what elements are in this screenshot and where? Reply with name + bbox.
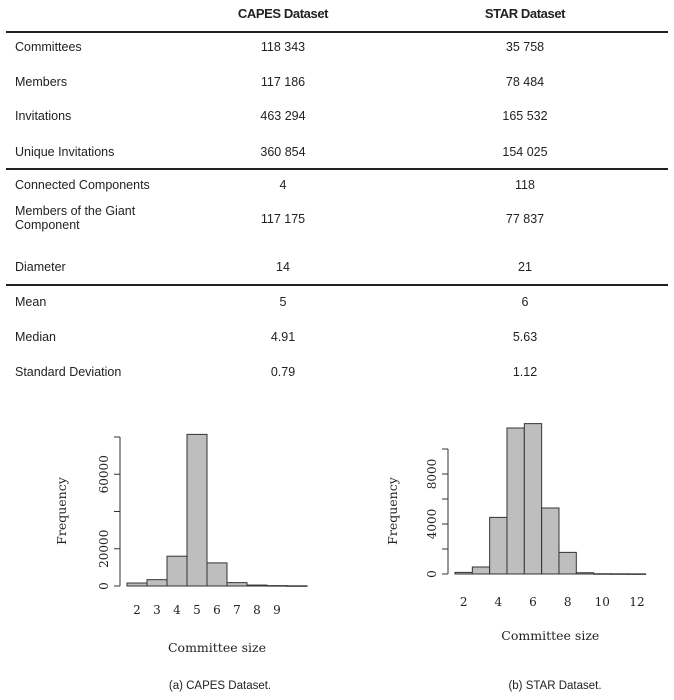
star-value: 154 025 [502, 145, 548, 159]
histogram-bar [226, 582, 248, 587]
histogram-bar [610, 573, 629, 575]
row-label: Members [15, 75, 68, 89]
x-tick-label: 2 [133, 603, 141, 617]
histogram-bar [266, 585, 288, 587]
star-value: 77 837 [505, 212, 545, 226]
capes-value: 117 175 [260, 212, 306, 226]
x-tick-label: 6 [529, 595, 537, 609]
header-capes: CAPES Dataset [237, 6, 329, 21]
x-axis-label: Committee size [168, 640, 266, 655]
row-label: Mean [15, 295, 47, 309]
table-rule [6, 31, 668, 33]
y-axis-label: Frequency [385, 476, 400, 545]
x-axis-label: Committee size [501, 628, 599, 643]
row-label: Invitations [15, 109, 72, 123]
table-rule [6, 284, 668, 286]
y-tick-label: 0 [425, 570, 439, 578]
x-tick-label: 4 [173, 603, 181, 617]
y-tick-label: 8000 [425, 459, 439, 490]
x-tick-label: 7 [233, 603, 241, 617]
row-label: Connected Components [15, 178, 150, 192]
capes-value: 463 294 [260, 109, 306, 123]
histogram-bar [593, 573, 612, 575]
histogram-bar [575, 572, 595, 575]
capes-value: 4.91 [270, 330, 296, 344]
y-tick-label: 4000 [425, 509, 439, 540]
star-value: 78 484 [505, 75, 545, 89]
x-tick-label: 8 [564, 595, 572, 609]
x-tick-label: 4 [495, 595, 503, 609]
capes-value: 4 [279, 178, 287, 192]
y-tick-label: 0 [97, 582, 111, 590]
histogram-bar [523, 423, 543, 575]
histogram-bar [206, 562, 228, 587]
star-value: 5.63 [512, 330, 538, 344]
y-axis-label: Frequency [54, 476, 69, 545]
star-value: 118 [515, 178, 535, 192]
star-value: 1.12 [512, 365, 538, 379]
histogram-bar [166, 555, 188, 587]
star-value: 165 532 [502, 109, 548, 123]
capes-value: 5 [279, 295, 287, 309]
table-rule [6, 168, 668, 170]
x-tick-label: 10 [595, 595, 610, 609]
row-label: Diameter [15, 260, 66, 274]
x-tick-label: 2 [460, 595, 468, 609]
capes-value: 118 343 [260, 40, 306, 54]
header-star: STAR Dataset [484, 6, 566, 21]
x-tick-label: 3 [153, 603, 161, 617]
histogram-bar [126, 582, 148, 587]
y-tick-label: 20000 [97, 530, 111, 568]
capes-value: 0.79 [270, 365, 296, 379]
row-label: Members of the Giant Component [15, 204, 136, 232]
histogram-bar [146, 579, 168, 587]
star-value: 21 [518, 260, 532, 274]
histogram-bar [489, 516, 508, 575]
histogram-bar [541, 507, 560, 575]
x-tick-label: 5 [193, 603, 201, 617]
x-tick-label: 12 [629, 595, 644, 609]
x-tick-label: 9 [273, 603, 281, 617]
capes-value: 360 854 [260, 145, 306, 159]
x-tick-label: 8 [253, 603, 261, 617]
star-value: 6 [521, 295, 529, 309]
histogram-bar [471, 566, 491, 575]
histogram-bar [454, 571, 473, 575]
histogram-bar [627, 573, 647, 575]
row-label: Standard Deviation [15, 365, 122, 379]
caption-a: (a) CAPES Dataset. [168, 680, 272, 692]
y-tick-label: 60000 [97, 455, 111, 493]
histogram-bar [246, 584, 268, 587]
capes-value: 117 186 [260, 75, 306, 89]
capes-value: 14 [276, 260, 290, 274]
star-value: 35 758 [505, 40, 545, 54]
x-tick-label: 6 [213, 603, 221, 617]
histogram-bar [506, 427, 525, 575]
histogram-bar [558, 551, 577, 575]
row-label: Median [15, 330, 56, 344]
histogram-bar [186, 433, 208, 587]
row-label: Unique Invitations [15, 145, 115, 159]
row-label: Committees [15, 40, 82, 54]
histogram-bar [286, 585, 308, 587]
caption-b: (b) STAR Dataset. [508, 680, 602, 692]
